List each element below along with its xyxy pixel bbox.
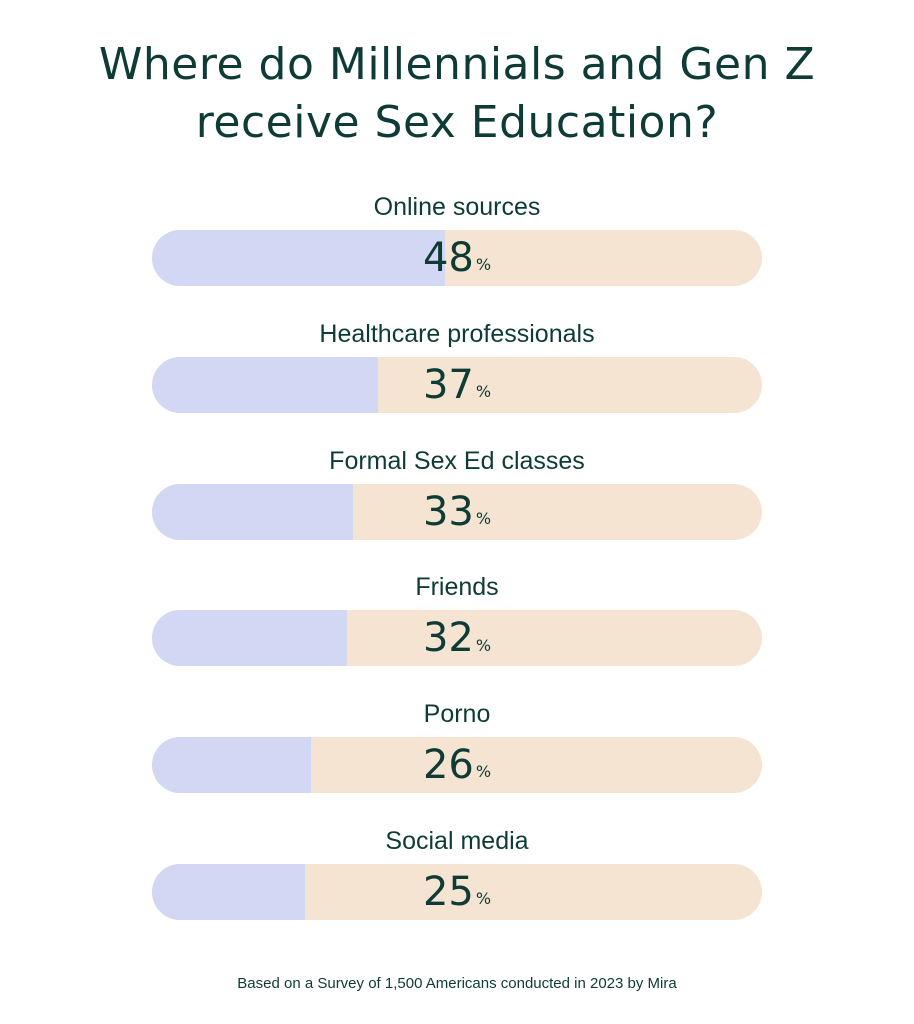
bar-fill: [152, 610, 348, 667]
bar-value-label: 33%: [152, 484, 762, 540]
bar-value-number: 26: [422, 742, 474, 789]
bar-fill: [152, 230, 445, 286]
bar-fill: [152, 483, 354, 540]
bar-category-label: Porno: [423, 700, 491, 729]
bar-value-label: 26%: [152, 737, 762, 793]
bar-category-label: Healthcare professionals: [319, 319, 595, 348]
bar-value-unit: %: [475, 508, 492, 528]
bar-track: [152, 610, 762, 667]
bar-fill: [152, 356, 378, 413]
bar-value-number: 48: [422, 235, 474, 281]
bar-value-label: 32%: [152, 610, 762, 666]
bar-category-label: Formal Sex Ed classes: [329, 446, 585, 475]
bar-track: [152, 230, 762, 286]
bar-value-number: 32: [422, 615, 474, 662]
source-footnote: Based on a Survey of 1,500 Americans con…: [237, 975, 677, 992]
bar-value-unit: %: [475, 382, 492, 402]
bar-track: [152, 356, 762, 413]
bar-track: [152, 483, 762, 540]
bar-value-unit: %: [475, 255, 492, 275]
bar-category-label: Friends: [415, 573, 499, 602]
bar-value-number: 25: [422, 869, 474, 915]
bar-value-label: 25%: [152, 864, 762, 920]
bar-track: [152, 737, 762, 794]
bar-value-label: 48%: [152, 230, 762, 286]
bar-value-unit: %: [475, 635, 492, 655]
bar-value-unit: %: [475, 889, 492, 909]
bar-category-label: Social media: [385, 827, 529, 855]
bar-value-number: 37: [422, 361, 474, 408]
chart-title: Where do Millennials and Gen Z receive S…: [0, 36, 914, 152]
bar-value-label: 37%: [152, 357, 762, 413]
chart-title-line-1: Where do Millennials and Gen Z: [98, 39, 816, 90]
bar-value-unit: %: [475, 762, 492, 782]
chart-title-line-2: receive Sex Education?: [195, 97, 719, 148]
bar-value-number: 33: [422, 488, 474, 535]
bar-fill: [152, 864, 305, 920]
bar-fill: [152, 737, 311, 794]
bar-category-label: Online sources: [373, 193, 541, 221]
bar-track: [152, 864, 762, 920]
